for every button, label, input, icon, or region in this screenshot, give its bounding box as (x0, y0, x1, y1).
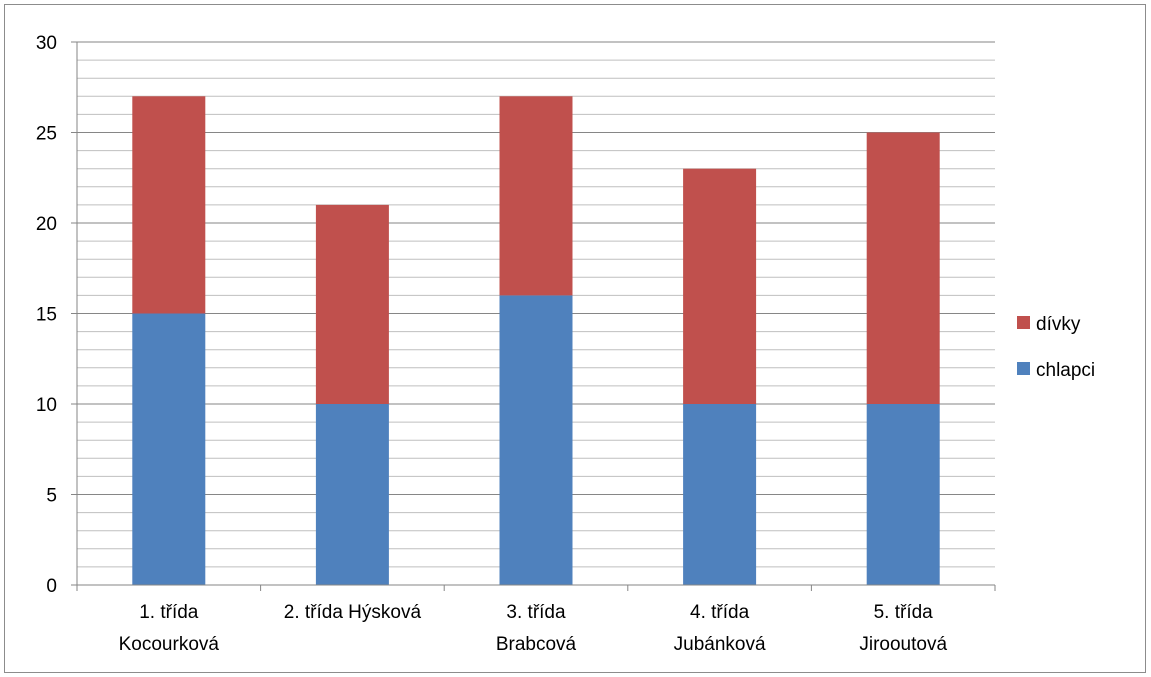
bar-chlapci (499, 295, 573, 585)
x-category-label: Jirooutová (859, 634, 947, 655)
x-category-label: 3. třída (506, 602, 566, 623)
bar-chlapci (866, 404, 940, 585)
x-axis-category-labels: 1. třída Kocourková 2. třída Hýsková 3. tří… (119, 602, 948, 655)
bar-divky (683, 168, 757, 404)
legend-label: chlapci (1036, 360, 1095, 381)
y-tick-label: 5 (46, 486, 57, 507)
y-tick-label: 25 (36, 124, 57, 145)
y-tick-label: 15 (36, 305, 57, 326)
legend-label: dívky (1036, 314, 1081, 335)
legend: dívky chlapci (1017, 314, 1095, 381)
y-tick-label: 0 (46, 576, 57, 597)
legend-swatch (1017, 362, 1030, 375)
bar-divky (132, 96, 206, 314)
bar-chlapci (683, 404, 757, 585)
x-category-label: 5. třída (874, 602, 934, 623)
x-category-label: 1. třída (139, 602, 199, 623)
x-category-label: 4. třída (690, 602, 750, 623)
bar-divky (315, 204, 389, 404)
bars (132, 96, 940, 585)
x-category-label: Brabcová (496, 634, 577, 655)
bar-chlapci (132, 313, 206, 585)
y-tick-label: 30 (36, 33, 57, 54)
y-axis-tick-labels: 0 5 10 15 20 25 30 (36, 33, 57, 597)
y-tick-label: 20 (36, 214, 57, 235)
axes (71, 41, 996, 591)
x-category-label: Kocourková (119, 634, 220, 655)
x-category-label: Jubánková (674, 634, 766, 655)
legend-swatch (1017, 316, 1030, 329)
x-category-label: 2. třída Hýsková (284, 602, 422, 623)
bar-chlapci (315, 404, 389, 585)
y-tick-label: 10 (36, 395, 57, 416)
bar-divky (499, 96, 573, 296)
bar-divky (866, 132, 940, 404)
